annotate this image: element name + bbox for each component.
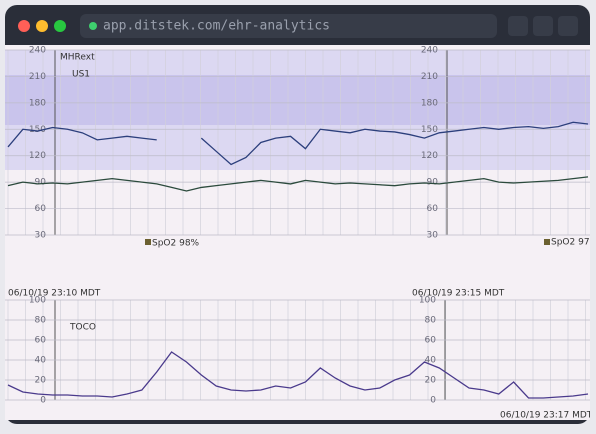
y-tick-label: 80 (425, 316, 437, 326)
y-tick-label: 90 (35, 178, 47, 188)
icon (145, 239, 151, 245)
annotation: US1 (72, 70, 90, 80)
y-tick-label: 240 (29, 46, 46, 56)
y-tick-label: 150 (29, 125, 46, 135)
icon (544, 239, 550, 245)
y-tick-label: 0 (430, 396, 436, 406)
annotation: MHRext (60, 53, 95, 63)
y-tick-label: 60 (427, 204, 439, 214)
y-tick-label: 180 (421, 98, 438, 108)
band (5, 75, 590, 125)
trace (7, 176, 589, 192)
toolbar-button[interactable] (533, 16, 553, 36)
y-tick-label: 20 (35, 376, 47, 386)
trace (7, 351, 589, 399)
secure-icon (89, 22, 97, 30)
y-tick-label: 60 (35, 336, 47, 346)
toolbar-button[interactable] (508, 16, 528, 36)
annotation: SpO2 98% (152, 239, 200, 249)
annotation: 06/10/19 23:17 MDT (500, 411, 593, 421)
maximize-button[interactable] (54, 20, 66, 32)
y-tick-label: 90 (427, 178, 439, 188)
y-tick-label: 210 (29, 72, 46, 82)
url-bar[interactable] (80, 14, 497, 38)
y-tick-label: 100 (29, 296, 46, 306)
y-tick-label: 30 (427, 231, 439, 241)
y-tick-label: 0 (40, 396, 46, 406)
trace (7, 126, 157, 148)
y-tick-label: 120 (421, 151, 438, 161)
minimize-button[interactable] (36, 20, 48, 32)
y-tick-label: 210 (421, 72, 438, 82)
y-tick-label: 100 (419, 296, 436, 306)
y-tick-label: 150 (421, 125, 438, 135)
y-tick-label: 30 (35, 231, 47, 241)
annotation: 06/10/19 23:10 MDT (8, 289, 101, 299)
url-text: app.ditstek.com/ehr-analytics (103, 19, 330, 34)
y-tick-label: 40 (35, 356, 47, 366)
annotation: TOCO (69, 323, 96, 333)
y-tick-label: 60 (425, 336, 437, 346)
y-tick-label: 180 (29, 98, 46, 108)
y-tick-label: 20 (425, 376, 437, 386)
y-tick-label: 40 (425, 356, 437, 366)
y-tick-label: 80 (35, 316, 47, 326)
y-tick-label: 120 (29, 151, 46, 161)
annotation: 06/10/19 23:15 MDT (412, 289, 505, 299)
trace (200, 121, 589, 166)
close-button[interactable] (18, 20, 30, 32)
annotation: SpO2 97 (551, 238, 590, 248)
y-tick-label: 240 (421, 46, 438, 56)
y-tick-label: 60 (35, 204, 47, 214)
toolbar-button[interactable] (558, 16, 578, 36)
monitor-strip: 30 30 60 60 90 90 120 120 150 150 180 180 210 210 240 2… (5, 46, 593, 421)
